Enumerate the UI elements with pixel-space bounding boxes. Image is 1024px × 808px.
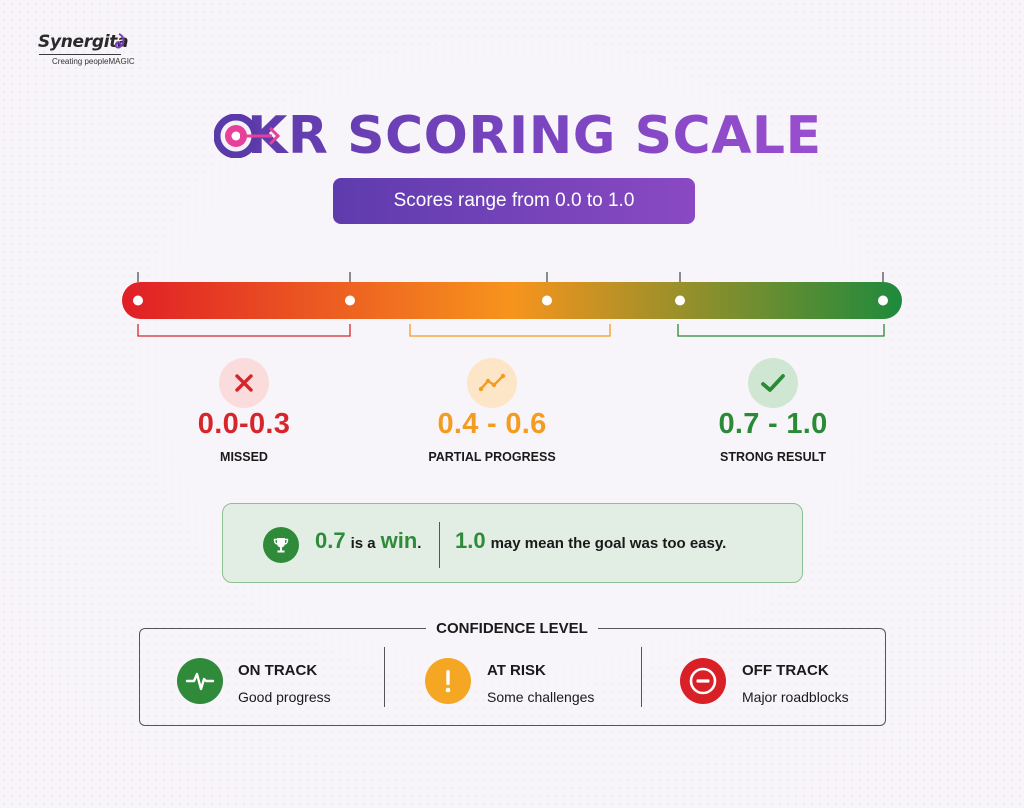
- trophy-icon: [273, 538, 289, 553]
- partial-range-label: PARTIAL PROGRESS: [428, 450, 556, 464]
- win-period: .: [417, 535, 422, 552]
- brand-swirl-icon: [114, 33, 125, 49]
- on-track-desc: Good progress: [238, 689, 331, 705]
- missed-icon-circle: [219, 358, 269, 408]
- confidence-title: CONFIDENCE LEVEL: [426, 618, 598, 640]
- strong-range-value: 0.7 - 1.0: [718, 408, 828, 440]
- partial-range-value: 0.4 - 0.6: [437, 408, 547, 440]
- on-track-label: ON TRACK: [238, 662, 318, 679]
- win-word: win: [380, 528, 418, 553]
- win-score: 0.7: [315, 528, 346, 553]
- off-track-desc: Major roadblocks: [742, 689, 849, 705]
- heartbeat-icon: [185, 672, 215, 691]
- scale-marker: [345, 295, 355, 306]
- at-risk-label: AT RISK: [487, 662, 546, 679]
- checkmark-icon: [761, 374, 785, 392]
- at-risk-desc: Some challenges: [487, 689, 595, 705]
- partial-icon-circle: [467, 358, 517, 408]
- easy-score: 1.0: [455, 528, 486, 553]
- brand-name: Synergita: [38, 32, 129, 52]
- trend-up-icon: [478, 373, 506, 392]
- off-track-icon-circle: [680, 658, 726, 704]
- win-divider: [439, 522, 440, 568]
- strong-range-label: STRONG RESULT: [719, 450, 827, 464]
- win-note-box: 0.7 is a win . 1.0 may mean the goal was…: [222, 503, 803, 583]
- strong-icon-circle: [748, 358, 798, 408]
- win-statement: 0.7 is a win .: [315, 528, 421, 562]
- confidence-title-wrap: CONFIDENCE LEVEL: [0, 618, 1024, 640]
- x-icon: [235, 374, 253, 392]
- off-track-label: OFF TRACK: [742, 662, 829, 679]
- confidence-divider: [384, 647, 385, 707]
- missed-range-label: MISSED: [220, 450, 268, 464]
- trophy-icon-circle: [263, 527, 299, 563]
- confidence-divider: [641, 647, 642, 707]
- subtitle-banner: Scores range from 0.0 to 1.0: [333, 178, 695, 224]
- exclamation-icon: [445, 670, 451, 693]
- scale-marker: [878, 295, 888, 306]
- easy-goal-text: may mean the goal was too easy.: [490, 535, 727, 552]
- range-bracket-strong: [677, 324, 885, 337]
- brand-rule: [39, 54, 121, 55]
- scale-marker: [542, 295, 552, 306]
- minus-circle-icon: [689, 667, 717, 695]
- scale-marker: [133, 295, 143, 306]
- scale-marker: [675, 295, 685, 306]
- brand-tagline: Creating peopleMAGIC: [52, 57, 135, 66]
- gradient-bar: [122, 282, 902, 319]
- on-track-icon-circle: [177, 658, 223, 704]
- easy-goal-statement: 1.0 may mean the goal was too easy.: [455, 528, 726, 562]
- brand-logo: Synergita Creating peopleMAGIC: [38, 32, 138, 66]
- missed-range-value: 0.0-0.3: [197, 408, 291, 440]
- at-risk-icon-circle: [425, 658, 471, 704]
- target-icon: [214, 114, 281, 158]
- win-is-a: is a: [350, 535, 376, 552]
- range-bracket-missed: [137, 324, 351, 337]
- scoring-scale-bar: [122, 272, 902, 337]
- range-bracket-partial: [409, 324, 611, 337]
